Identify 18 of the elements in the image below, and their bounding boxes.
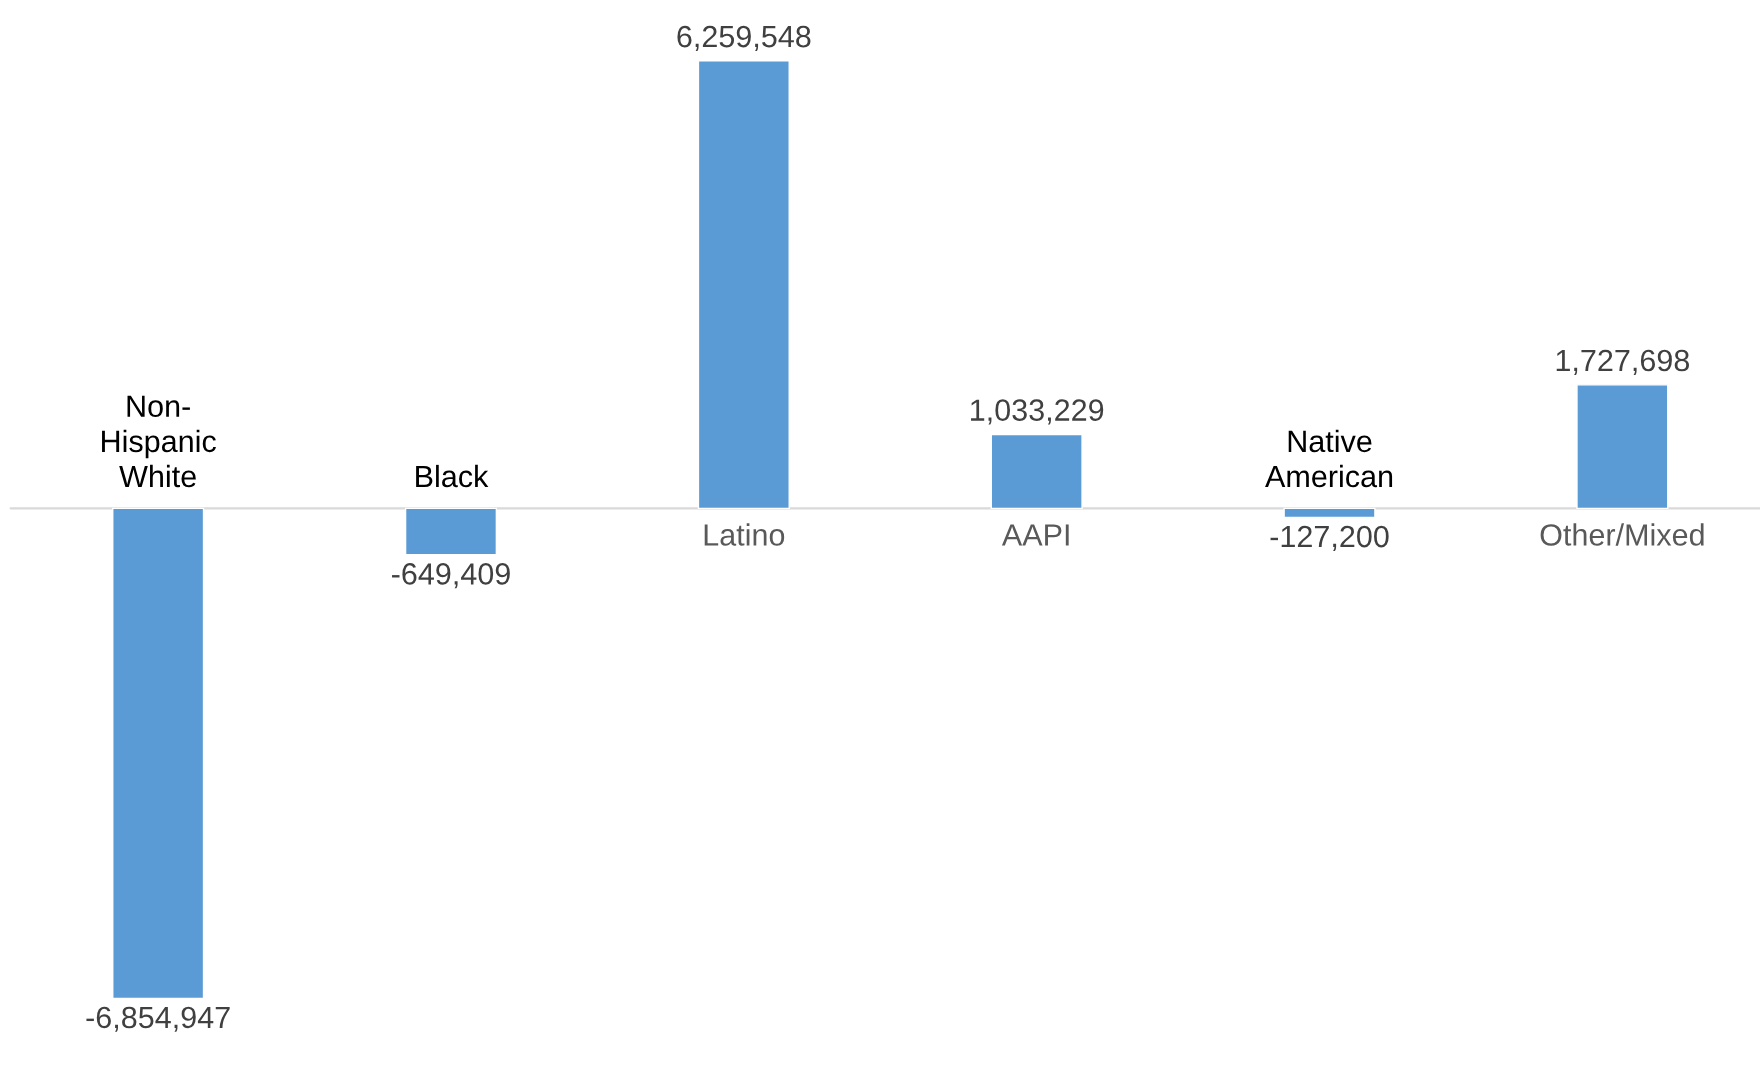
- bar: [990, 433, 1083, 510]
- bar: [697, 60, 790, 510]
- x-tick-label: Black: [416, 464, 489, 488]
- bar: [404, 507, 498, 556]
- data-label: -127,200: [1270, 525, 1389, 551]
- x-tick-label: AAPI: [1001, 524, 1069, 546]
- data-label: 6,259,548: [677, 25, 811, 51]
- x-tick-label: Non-Hispanic White: [102, 395, 216, 488]
- data-label: -649,409: [392, 563, 510, 589]
- x-tick-label: Latino: [704, 523, 785, 546]
- data-label: 1,727,698: [1556, 349, 1690, 375]
- x-tick-label: Native American: [1265, 429, 1393, 488]
- bar: [112, 507, 205, 1000]
- data-label: -6,854,947: [86, 1006, 230, 1032]
- bar: [1283, 507, 1376, 519]
- bar: [1576, 384, 1669, 510]
- data-label: 1,033,229: [971, 399, 1104, 425]
- x-tick-label: Other/Mixed: [1540, 523, 1704, 546]
